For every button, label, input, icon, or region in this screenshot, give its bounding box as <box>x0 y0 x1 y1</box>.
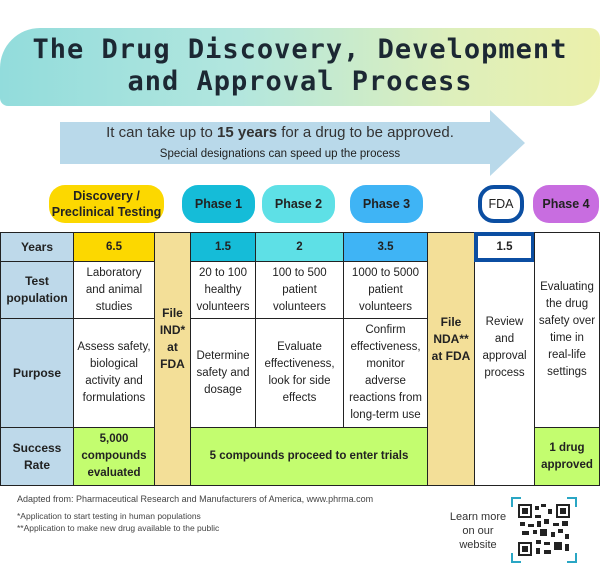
stage-phase1: Phase 1 <box>182 185 255 223</box>
footnote-ind: *Application to start testing in human p… <box>17 511 201 521</box>
test-population-discovery: Laboratory and animal studies <box>73 261 155 319</box>
headline-text-end: for a drug to be approved. <box>277 124 454 141</box>
purpose-phase4: Evaluating the drug safety over time in … <box>534 232 600 428</box>
row-label-purpose: Purpose <box>0 318 74 428</box>
purpose-fda: Review and approval process <box>474 261 535 486</box>
file-nda: File NDA** at FDA <box>427 232 475 486</box>
stage-phase2: Phase 2 <box>262 185 335 223</box>
years-fda: 1.5 <box>474 232 535 262</box>
purpose-phase3: Confirm effectiveness, monitor adverse r… <box>343 318 428 428</box>
timeline-arrow <box>60 110 525 176</box>
purpose-phase1: Determine safety and dosage <box>190 318 256 428</box>
years-phase3: 3.5 <box>343 232 428 262</box>
row-label-success-rate: Success Rate <box>0 427 74 486</box>
footnote-nda: **Application to make new drug available… <box>17 523 220 533</box>
arrow-headline: It can take up to 15 years for a drug to… <box>60 124 500 141</box>
headline-text: It can take up to <box>106 124 218 141</box>
success-phase4: 1 drug approved <box>534 427 600 486</box>
stage-fda: FDA <box>478 185 524 223</box>
success-trials: 5 compounds proceed to enter trials <box>190 427 428 486</box>
years-phase2: 2 <box>255 232 344 262</box>
arrow-subtitle: Special designations can speed up the pr… <box>159 148 401 160</box>
row-label-test-population: Test population <box>0 261 74 319</box>
title-brush-background <box>0 28 600 106</box>
purpose-phase2: Evaluate effectiveness, look for side ef… <box>255 318 344 428</box>
file-ind: File IND* at FDA <box>154 232 191 486</box>
learn-more-text: Learn more on our website <box>449 511 507 551</box>
row-label-years: Years <box>0 232 74 262</box>
page-title: The Drug Discovery, Development and Appr… <box>32 34 568 97</box>
stage-phase3: Phase 3 <box>350 185 423 223</box>
test-population-phase1: 20 to 100 healthy volunteers <box>190 261 256 319</box>
source-note: Adapted from: Pharmaceutical Research an… <box>17 494 374 504</box>
purpose-discovery: Assess safety, biological activity and f… <box>73 318 155 428</box>
years-discovery: 6.5 <box>73 232 155 262</box>
stage-discovery: Discovery / Preclinical Testing <box>49 185 164 223</box>
headline-emphasis: 15 years <box>217 124 278 141</box>
qr-code-icon[interactable] <box>511 497 577 563</box>
success-discovery: 5,000 compounds evaluated <box>73 427 155 486</box>
years-phase1: 1.5 <box>190 232 256 262</box>
test-population-phase2: 100 to 500 patient volunteers <box>255 261 344 319</box>
stage-phase4: Phase 4 <box>533 185 599 223</box>
test-population-phase3: 1000 to 5000 patient volunteers <box>343 261 428 319</box>
